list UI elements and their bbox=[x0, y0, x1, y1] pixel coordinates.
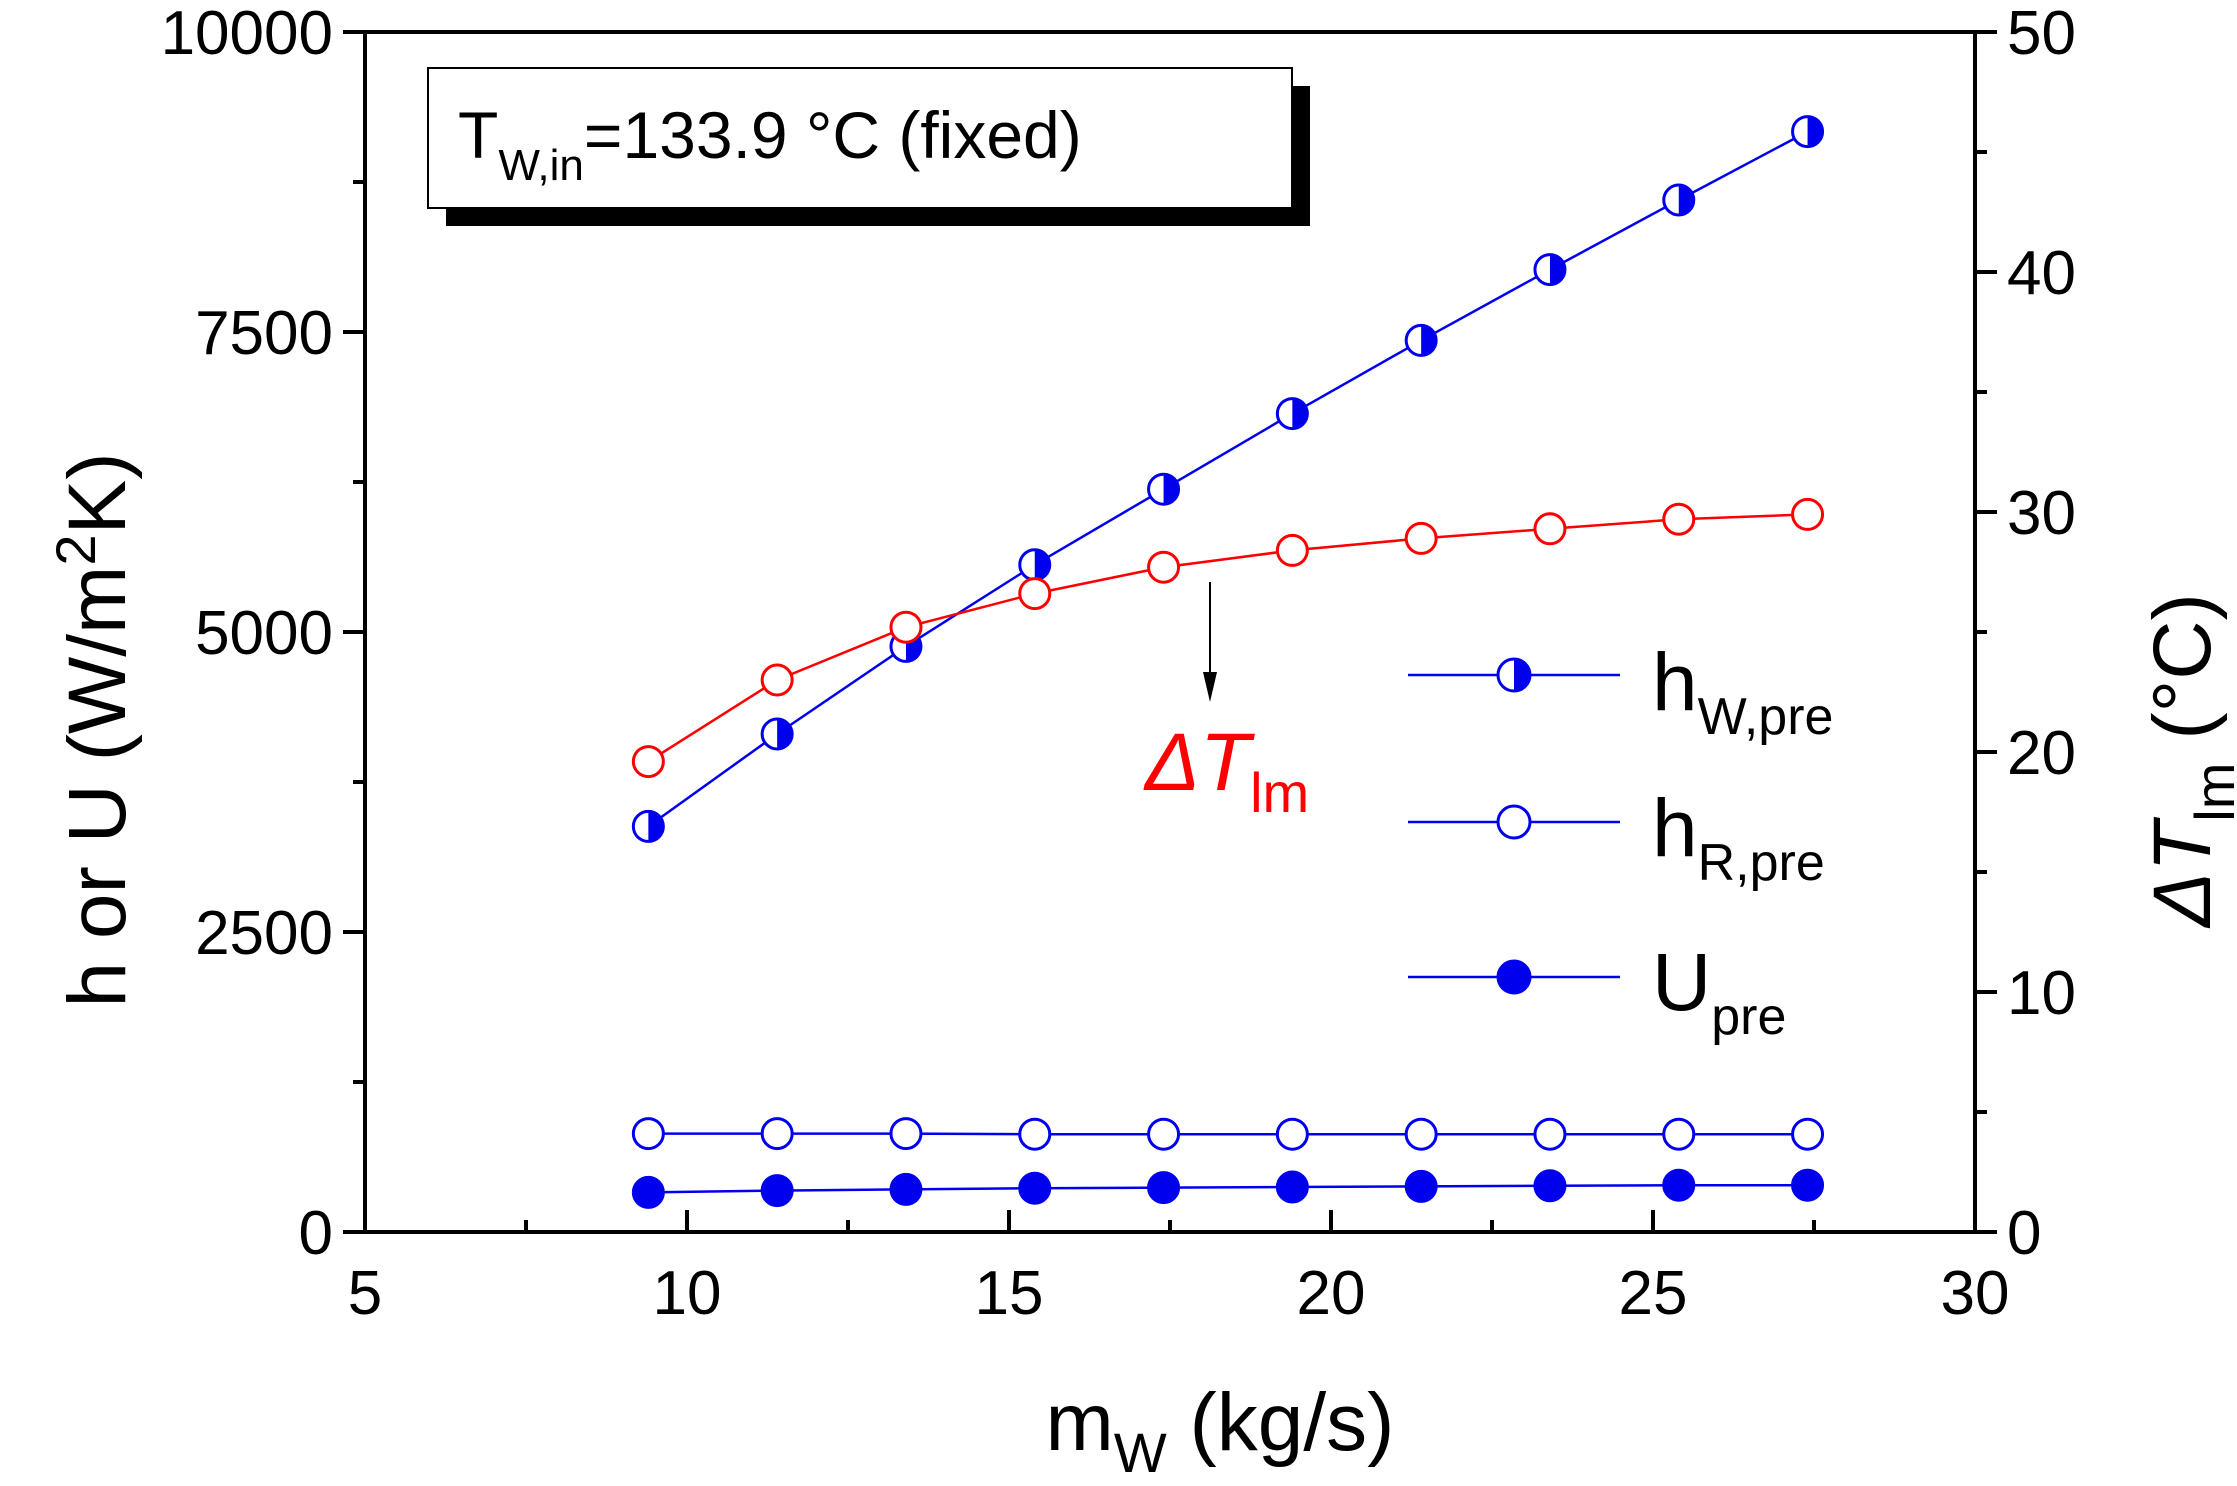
point-dt bbox=[1533, 512, 1567, 546]
series-line-hw bbox=[647, 130, 1809, 828]
x-axis-title: mW (kg/s) bbox=[1046, 1377, 1395, 1484]
point-hr bbox=[760, 1117, 794, 1151]
y2-tick-label: 40 bbox=[2007, 239, 2076, 308]
point-hr bbox=[1404, 1117, 1438, 1151]
point-u bbox=[760, 1174, 794, 1208]
point-u bbox=[1533, 1169, 1567, 1203]
point-hw bbox=[1404, 323, 1438, 357]
marker-fill bbox=[1034, 549, 1050, 580]
point-hw bbox=[760, 717, 794, 751]
series-line-dt bbox=[647, 513, 1808, 763]
point-hr bbox=[1662, 1117, 1696, 1151]
point-dt bbox=[1791, 497, 1825, 531]
point-dt bbox=[1662, 502, 1696, 536]
point-dt bbox=[760, 663, 794, 697]
point-u bbox=[1147, 1171, 1181, 1205]
condition-box-text: TW,in=133.9 °C (fixed) bbox=[458, 98, 1082, 190]
point-dt bbox=[1404, 521, 1438, 555]
point-dt bbox=[1275, 533, 1309, 567]
point-hr bbox=[1275, 1117, 1309, 1151]
y-tick-label: 10000 bbox=[161, 0, 333, 68]
series-hr bbox=[631, 1117, 1825, 1151]
marker-fill bbox=[1421, 325, 1437, 356]
point-hw bbox=[1147, 472, 1181, 506]
point-hr bbox=[1147, 1117, 1181, 1151]
legend-item-hw bbox=[1408, 657, 1620, 693]
y2-tick-label: 0 bbox=[2007, 1199, 2041, 1268]
marker-fill bbox=[1678, 185, 1694, 215]
point-hw bbox=[1275, 397, 1309, 431]
series-line-hr bbox=[648, 1132, 1808, 1136]
y2-tick-label: 20 bbox=[2007, 719, 2076, 788]
y2-axis-title: ΔTlm (°C) bbox=[2137, 593, 2237, 929]
series-hw bbox=[631, 115, 1825, 843]
point-u bbox=[889, 1172, 923, 1206]
point-hr bbox=[631, 1117, 665, 1151]
y2-axis-title-sub: lm bbox=[2183, 763, 2237, 822]
y2-tick-label: 10 bbox=[2007, 959, 2076, 1028]
legend-marker-hw bbox=[1496, 657, 1532, 693]
point-dt bbox=[1018, 577, 1052, 611]
legend-marker-u bbox=[1496, 959, 1532, 995]
y2-tick-label: 50 bbox=[2007, 0, 2076, 68]
point-dt bbox=[889, 610, 923, 644]
y-axis-title: h or U (W/m2K) bbox=[44, 452, 143, 1007]
x-tick-label: 30 bbox=[1941, 1259, 2010, 1328]
series-layer bbox=[631, 115, 1825, 1209]
point-hw bbox=[1791, 115, 1825, 149]
delta-t-arrow-head bbox=[1203, 672, 1217, 702]
x-tick-label: 25 bbox=[1619, 1259, 1688, 1328]
x-axis-title-sub: W bbox=[1114, 1421, 1167, 1484]
marker-fill bbox=[1549, 254, 1565, 285]
series-line-u bbox=[648, 1183, 1808, 1194]
legend-item-u bbox=[1408, 959, 1620, 995]
y2-tick-label: 30 bbox=[2007, 479, 2076, 548]
marker-fill bbox=[1807, 116, 1823, 147]
point-hw bbox=[1533, 253, 1567, 287]
point-dt bbox=[631, 745, 665, 779]
point-hw bbox=[1662, 183, 1696, 217]
y-tick-label: 0 bbox=[299, 1199, 333, 1268]
marker-fill bbox=[1514, 659, 1530, 691]
y-tick-label: 5000 bbox=[195, 599, 333, 668]
x-tick-label: 20 bbox=[1297, 1259, 1366, 1328]
x-tick-label: 15 bbox=[975, 1259, 1044, 1328]
marker-fill bbox=[777, 719, 793, 749]
y-axis-title-sup: 2 bbox=[44, 534, 107, 565]
y-tick-label: 2500 bbox=[195, 899, 333, 968]
point-u bbox=[1018, 1171, 1052, 1205]
legend-item-hr bbox=[1408, 804, 1620, 840]
x-tick-label: 5 bbox=[348, 1259, 382, 1328]
legend-label-u: Upre bbox=[1652, 937, 1786, 1046]
legend-marker-hr bbox=[1496, 804, 1532, 840]
marker-fill bbox=[1163, 474, 1179, 505]
legend-label-hw: hW,pre bbox=[1652, 637, 1833, 746]
point-hr bbox=[1018, 1117, 1052, 1151]
point-hw bbox=[1018, 548, 1052, 582]
marker-fill bbox=[1292, 398, 1308, 429]
x-tick-label: 10 bbox=[653, 1259, 722, 1328]
y-tick-label: 7500 bbox=[195, 299, 333, 368]
point-u bbox=[1404, 1169, 1438, 1203]
annotation-layer bbox=[1203, 582, 1620, 995]
point-u bbox=[1275, 1170, 1309, 1204]
point-dt bbox=[1147, 550, 1181, 584]
condition-box bbox=[427, 67, 1293, 209]
point-hr bbox=[1791, 1117, 1825, 1151]
point-hw bbox=[631, 809, 665, 843]
legend-label-hr: hR,pre bbox=[1652, 783, 1825, 892]
series-u bbox=[631, 1168, 1825, 1209]
delta-t-annotation: ΔTlm bbox=[1143, 717, 1309, 824]
point-hr bbox=[1533, 1117, 1567, 1151]
point-u bbox=[1791, 1168, 1825, 1202]
point-u bbox=[1662, 1168, 1696, 1202]
series-dt bbox=[631, 497, 1825, 779]
marker-fill bbox=[648, 811, 664, 842]
point-u bbox=[631, 1175, 665, 1209]
point-hr bbox=[889, 1117, 923, 1151]
